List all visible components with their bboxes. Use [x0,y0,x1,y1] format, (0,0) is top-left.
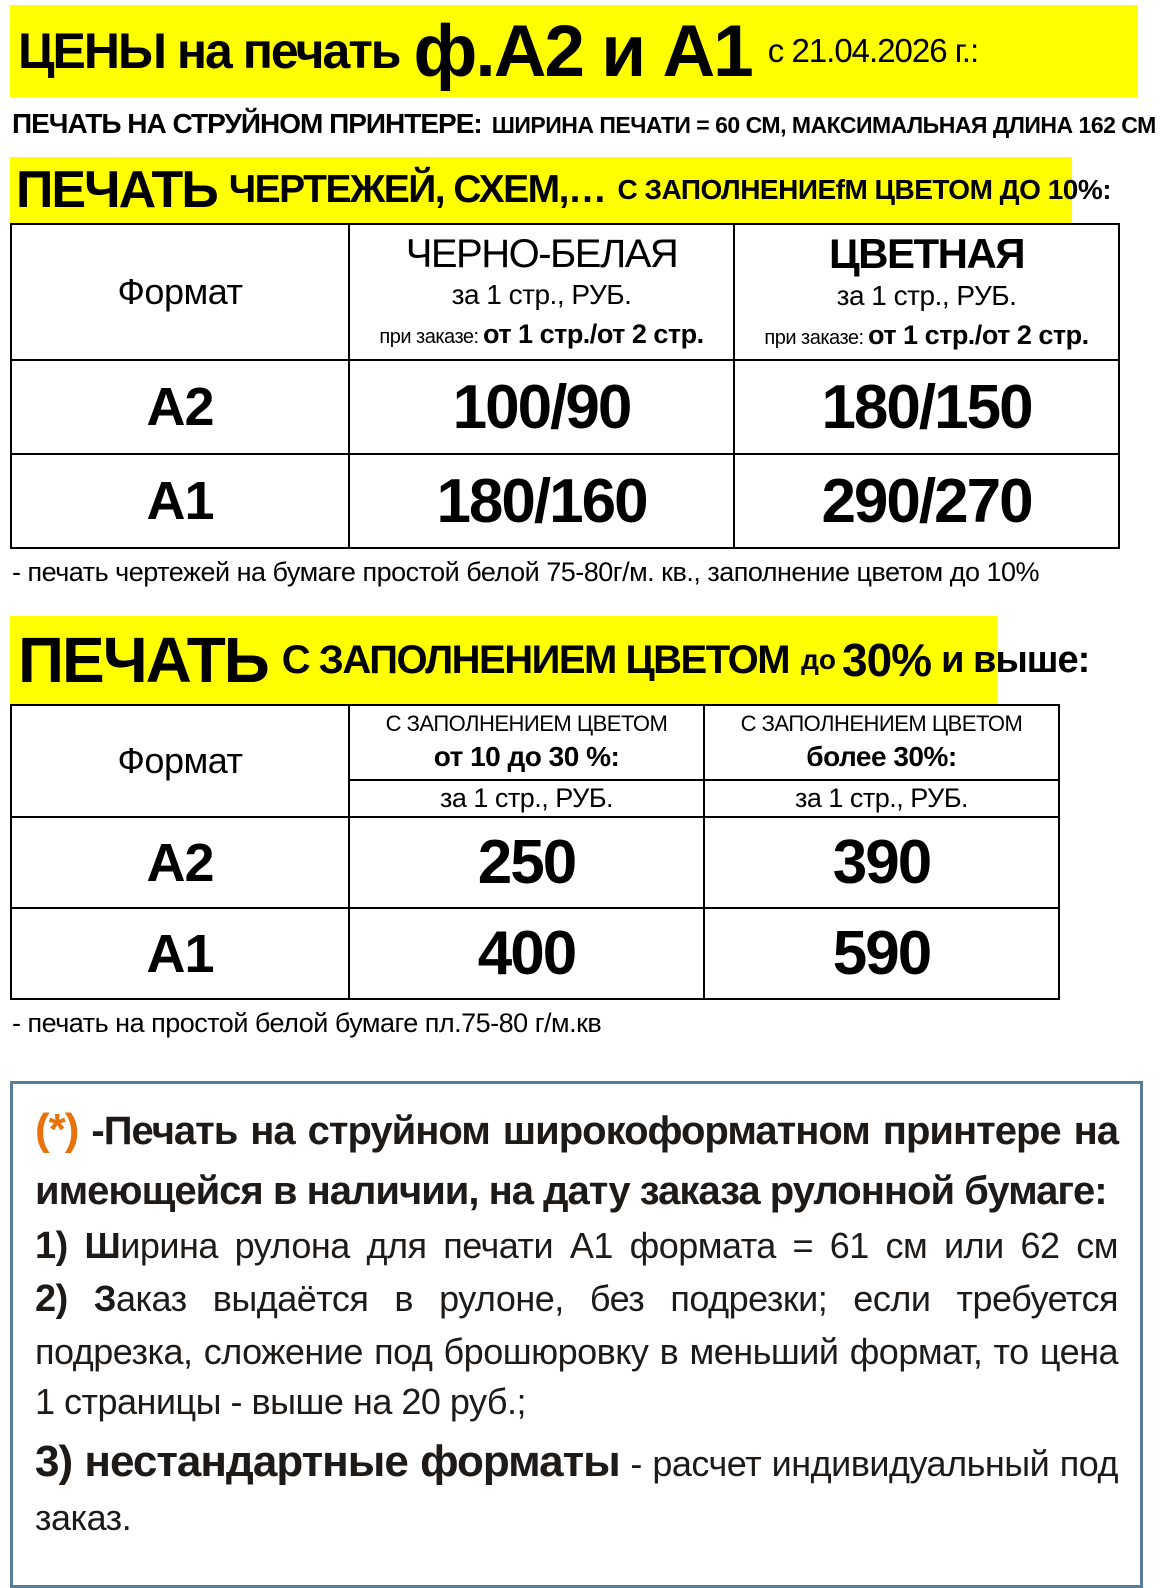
footnote-intro-text: -Печать на струйном широкоформатном прин… [35,1109,1119,1214]
bw-order-label: при заказе: [379,325,479,348]
price-table-fill: Формат С ЗАПОЛНЕНИЕМ ЦВЕТОМ от 10 до 30 … [10,704,1060,1001]
color-order-value: от 1 стр./от 2 стр. [868,319,1089,350]
section1-heading-mid: ЧЕРТЕЖЕЙ, СХЕМ,… [228,168,607,211]
bw-order-value: от 1 стр./от 2 стр. [483,318,704,349]
section1-heading: ПЕЧАТЬ ЧЕРТЕЖЕЙ, СХЕМ,… С ЗАПОЛНЕНИЕfМ Ц… [10,157,1112,223]
price-cell-color: 290/270 [733,453,1120,550]
footnote-item-2: 2) Заказ выдаётся в рулоне, без подрезки… [35,1273,1119,1427]
footnote-item-1: 1) Ширина рулона для печати А1 формата =… [35,1220,1118,1273]
color-title: ЦВЕТНАЯ [828,230,1026,277]
page-title-formats: ф.А2 и А1 [413,10,754,92]
format-cell: А1 [10,453,350,550]
bw-title: ЧЕРНО-БЕЛАЯ [405,232,679,277]
item3-lead: 3) нестандартные форматы [35,1437,621,1487]
price-cell-bw: 100/90 [348,359,735,456]
page-title-band: ЦЕНЫ на печать ф.А2 и А1 с 21.04.2026 г.… [10,5,1138,97]
format-header-label: Формат [117,740,243,782]
section2-heading-mid: С ЗАПОЛНЕНИЕМ ЦВЕТОМ [281,638,791,683]
price-cell-10-30: 400 [348,907,705,1001]
fill-range: более 30%: [806,741,957,773]
table2-header-row: Формат С ЗАПОЛНЕНИЕМ ЦВЕТОМ от 10 до 30 … [10,704,1060,819]
item2-number: 2) [35,1278,68,1321]
color-order-label: при заказе: [764,326,864,349]
table-header-row: Формат ЧЕРНО-БЕЛАЯ за 1 стр., РУБ. при з… [10,222,1120,362]
format-cell: А2 [10,359,350,456]
color-order-line: при заказе: от 1 стр./от 2 стр. [735,315,1118,360]
format-header-cell: Формат [10,222,350,362]
section2-heading-word: ПЕЧАТЬ [18,624,270,697]
per-page-cell: за 1 стр., РУБ. [703,779,1060,819]
item1-lead: Ш [84,1225,121,1267]
bw-column-header: ЧЕРНО-БЕЛАЯ за 1 стр., РУБ. при заказе: … [348,222,735,362]
item1-text: ирина рулона для печати А1 формата = 61 … [120,1225,1118,1267]
footnote-intro: (*) -Печать на струйном широкоформатном … [35,1098,1119,1220]
price-cell-over-30: 390 [703,816,1060,910]
item2-lead: З [93,1278,117,1320]
format-cell: А2 [10,816,350,910]
price-cell-10-30: 250 [348,816,705,910]
page-title: ЦЕНЫ на печать [18,23,402,79]
bw-order-line: при заказе: от 1 стр./от 2 стр. [350,314,733,359]
table-row-a1: А1 180/160 290/270 [10,453,1120,550]
table-row-a1: А1 400 590 [10,907,1060,1001]
section2-heading-tail: и выше: [941,639,1090,682]
item1-number: 1) [35,1225,68,1268]
fill-10-30-header: С ЗАПОЛНЕНИЕМ ЦВЕТОМ от 10 до 30 %: [348,704,705,782]
item3-text: - расчет индивидуальный под заказ. [35,1443,1119,1539]
fill-label: С ЗАПОЛНЕНИЕМ ЦВЕТОМ [740,711,1023,737]
item2-text: аказ выдаётся в рулоне, без подрезки; ес… [35,1278,1119,1423]
price-cell-bw: 180/160 [348,453,735,550]
section2-heading: ПЕЧАТЬ С ЗАПОЛНЕНИЕМ ЦВЕТОМ до 30% и выш… [10,616,1090,705]
section1-heading-word: ПЕЧАТЬ [16,161,219,219]
color-column-header: ЦВЕТНАЯ за 1 стр., РУБ. при заказе: от 1… [733,222,1120,362]
footnote-box: (*) -Печать на струйном широкоформатном … [10,1081,1143,1588]
price-list-page: ЦЕНЫ на печать ф.А2 и А1 с 21.04.2026 г.… [0,5,1161,1588]
printer-subtitle-detail: ШИРИНА ПЕЧАТИ = 60 СМ, МАКСИМАЛЬНАЯ ДЛИН… [491,112,1157,138]
bw-per-page: за 1 стр., РУБ. [451,279,632,311]
table2-subheader-row: за 1 стр., РУБ. за 1 стр., РУБ. [11,779,1060,819]
format-header-label: Формат [117,271,243,313]
color-per-page: за 1 стр., РУБ. [836,280,1017,312]
format-cell: А1 [10,907,350,1001]
table2-note: - печать на простой белой бумаге пл.75-8… [12,1008,602,1039]
price-table-drawings: Формат ЧЕРНО-БЕЛАЯ за 1 стр., РУБ. при з… [10,222,1120,550]
page-title-date: с 21.04.2026 г.: [767,32,979,69]
price-cell-over-30: 590 [703,907,1060,1001]
printer-subtitle-lead: ПЕЧАТЬ НА СТРУЙНОМ ПРИНТЕРЕ: [12,108,483,139]
table1-note: - печать чертежей на бумаге простой бело… [12,557,1040,588]
price-cell-color: 180/150 [733,359,1120,456]
per-page-cell: за 1 стр., РУБ. [348,779,705,819]
fill-range: от 10 до 30 %: [433,741,620,773]
section2-heading-do: до [801,644,836,676]
table-row-a2: А2 250 390 [10,816,1060,910]
format-header-cell: Формат [10,704,350,819]
section1-heading-tail: С ЗАПОЛНЕНИЕfМ ЦВЕТОМ ДО 10%: [617,174,1112,205]
fill-label: С ЗАПОЛНЕНИЕМ ЦВЕТОМ [385,711,668,737]
asterisk-marker: (*) [35,1105,79,1155]
section2-heading-pct: 30% [842,634,932,687]
footnote-item-3: 3) нестандартные форматы - расчет индиви… [35,1431,1119,1543]
printer-subtitle: ПЕЧАТЬ НА СТРУЙНОМ ПРИНТЕРЕ: ШИРИНА ПЕЧА… [12,107,1161,141]
table-row-a2: А2 100/90 180/150 [10,359,1120,456]
fill-over-30-header: С ЗАПОЛНЕНИЕМ ЦВЕТОМ более 30%: [703,704,1060,782]
